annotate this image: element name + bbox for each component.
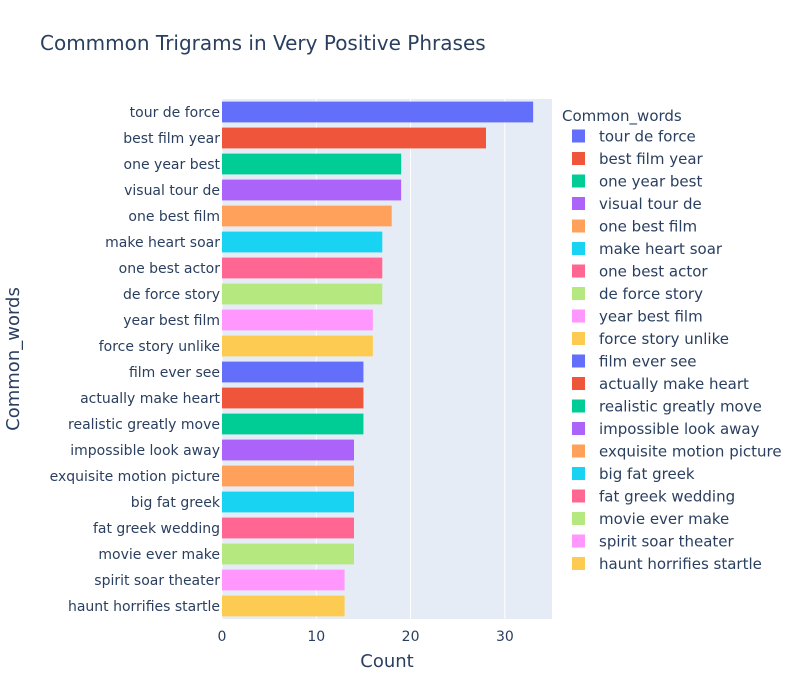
y-tick-label: visual tour de [124, 183, 220, 199]
bar [222, 179, 402, 201]
legend-swatch [572, 444, 585, 458]
y-tick-label: year best film [123, 313, 220, 329]
bar [222, 283, 383, 305]
y-tick-label: one year best [124, 157, 221, 173]
x-axis-title: Count [360, 651, 413, 672]
bar [222, 439, 354, 461]
legend-item-label: make heart soar [599, 240, 723, 258]
y-tick-label: tour de force [130, 105, 220, 121]
y-axis-title: Common_words [3, 287, 24, 431]
y-tick-label: best film year [123, 131, 220, 147]
legend-title: Common_words [562, 107, 682, 126]
legend-item-label: one best film [599, 218, 697, 236]
legend-item-label: impossible look away [599, 420, 760, 438]
legend-item-label: fat greek wedding [599, 488, 735, 506]
legend-item-label: movie ever make [599, 510, 729, 528]
legend-item-label: de force story [599, 285, 703, 303]
bar [222, 361, 364, 383]
bar [222, 205, 392, 227]
x-tick-label: 30 [496, 629, 514, 645]
y-axis-tick-labels: tour de force best film year one year best… [50, 105, 221, 615]
legend-item-label: big fat greek [599, 465, 695, 483]
bar [222, 335, 373, 357]
legend-item-label: year best film [599, 308, 703, 326]
x-tick-label: 20 [402, 629, 420, 645]
legend-swatch [572, 197, 585, 210]
legend-swatch [572, 264, 585, 278]
bar [222, 595, 345, 617]
y-tick-label: haunt horrifies startle [68, 599, 220, 615]
legend-swatch [572, 467, 585, 480]
legend-swatch [572, 422, 585, 435]
legend-swatch [572, 512, 585, 525]
bar [222, 387, 364, 409]
y-tick-label: actually make heart [80, 391, 220, 407]
bar [222, 517, 354, 539]
legend-item-label: actually make heart [599, 375, 749, 393]
bar [222, 309, 373, 331]
legend-swatch [572, 377, 585, 390]
x-tick-label: 0 [218, 629, 227, 645]
legend-item-label: spirit soar theater [599, 533, 735, 551]
legend-item-label: one best actor [599, 263, 708, 281]
y-tick-label: fat greek wedding [93, 521, 220, 537]
legend-swatch [572, 534, 585, 548]
y-tick-label: realistic greatly move [68, 417, 220, 433]
legend-swatch [572, 354, 585, 368]
legend-swatch [572, 557, 585, 570]
legend-swatch [572, 287, 585, 300]
bar [222, 413, 364, 435]
legend-swatch [572, 129, 585, 143]
legend-swatch [572, 399, 585, 413]
bar [222, 101, 534, 123]
bar [222, 543, 354, 565]
bars [222, 101, 534, 617]
bar [222, 231, 383, 253]
legend-swatch [572, 242, 585, 255]
legend-item-label: visual tour de [599, 195, 702, 213]
legend-item-label: one year best [599, 173, 702, 191]
bar [222, 465, 354, 487]
legend-item-label: tour de force [599, 128, 696, 146]
legend-item-label: best film year [599, 150, 704, 168]
y-tick-label: one best actor [119, 261, 221, 277]
legend-swatch [572, 174, 585, 188]
legend-item-label: realistic greatly move [599, 398, 762, 416]
y-tick-label: make heart soar [105, 235, 220, 251]
bar [222, 153, 402, 175]
x-axis-tick-labels: 0 10 20 30 [218, 629, 514, 645]
legend-swatch [572, 219, 585, 233]
y-tick-label: one best film [128, 209, 220, 225]
bar [222, 569, 345, 591]
legend-swatch [572, 489, 585, 503]
y-tick-label: de force story [123, 287, 220, 303]
legend-item-label: film ever see [599, 353, 697, 371]
y-tick-label: film ever see [129, 365, 220, 381]
bar [222, 257, 383, 279]
legend-swatch [572, 332, 585, 345]
legend-swatch [572, 309, 585, 323]
y-tick-label: spirit soar theater [94, 573, 220, 589]
chart-title: Commmon Trigrams in Very Positive Phrase… [40, 31, 486, 55]
y-tick-label: big fat greek [131, 495, 221, 511]
legend-swatch [572, 152, 585, 165]
y-tick-label: impossible look away [70, 443, 220, 459]
y-tick-label: exquisite motion picture [50, 469, 220, 485]
legend-item-label: exquisite motion picture [599, 443, 782, 461]
legend: Common_words tour de force best film year… [562, 107, 782, 573]
legend-item-label: haunt horrifies startle [599, 555, 762, 573]
y-tick-label: movie ever make [98, 547, 220, 563]
bar [222, 127, 486, 149]
bar [222, 491, 354, 513]
legend-item-label: force story unlike [599, 330, 729, 348]
plot-area [222, 99, 552, 619]
y-tick-label: force story unlike [99, 339, 220, 355]
x-tick-label: 10 [307, 629, 325, 645]
